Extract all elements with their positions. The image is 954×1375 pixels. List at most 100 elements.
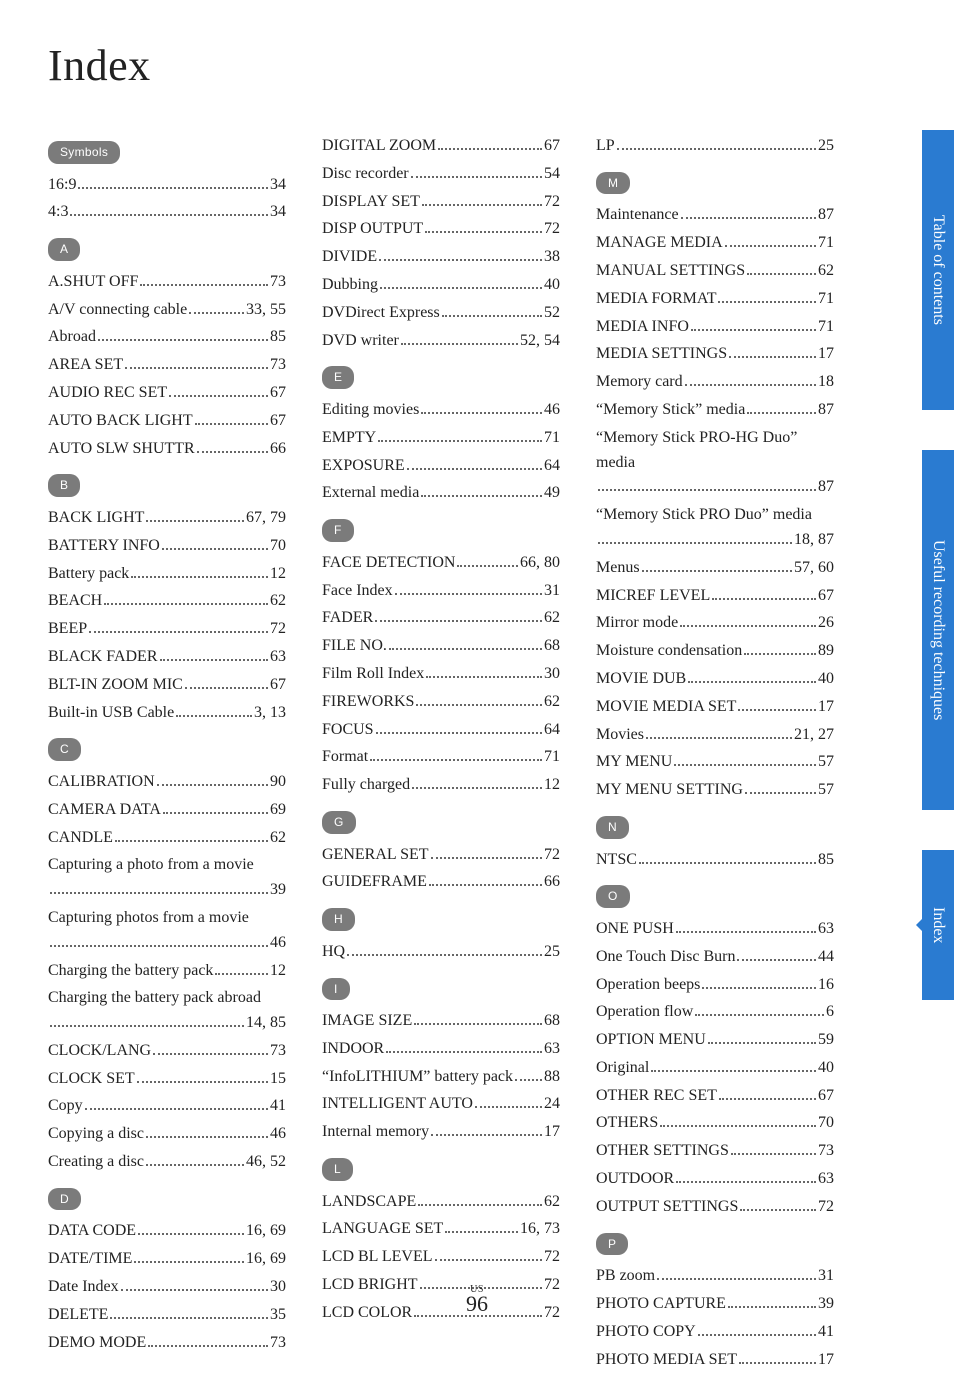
index-entry[interactable]: PB zoom31 [596,1264,834,1289]
index-entry[interactable]: BACK LIGHT67, 79 [48,506,286,531]
index-entry[interactable]: INDOOR63 [322,1037,560,1062]
index-entry[interactable]: FACE DETECTION66, 80 [322,551,560,576]
index-entry[interactable]: LCD BRIGHT72 [322,1273,560,1298]
index-entry[interactable]: PHOTO MEDIA SET17 [596,1348,834,1373]
index-entry[interactable]: Format71 [322,745,560,770]
index-entry[interactable]: Movies21, 27 [596,723,834,748]
index-entry[interactable]: LP25 [596,134,834,159]
index-entry[interactable]: CALIBRATION90 [48,770,286,795]
index-entry[interactable]: FIREWORKS62 [322,690,560,715]
index-entry[interactable]: Battery pack12 [48,562,286,587]
index-entry[interactable]: MANAGE MEDIA71 [596,231,834,256]
index-entry[interactable]: Operation beeps16 [596,973,834,998]
index-entry[interactable]: Film Roll Index30 [322,662,560,687]
index-entry[interactable]: AUDIO REC SET67 [48,381,286,406]
index-entry[interactable]: OPTION MENU59 [596,1028,834,1053]
index-entry[interactable]: DVDirect Express52 [322,301,560,326]
index-entry[interactable]: Mirror mode26 [596,611,834,636]
index-entry[interactable]: BATTERY INFO70 [48,534,286,559]
index-entry[interactable]: DIGITAL ZOOM67 [322,134,560,159]
index-entry[interactable]: INTELLIGENT AUTO24 [322,1092,560,1117]
index-entry[interactable]: 4:334 [48,200,286,225]
index-entry[interactable]: Creating a disc46, 52 [48,1150,286,1175]
index-entry[interactable]: BLT-IN ZOOM MIC67 [48,673,286,698]
index-entry[interactable]: NTSC85 [596,848,834,873]
index-entry[interactable]: Charging the battery pack abroad14, 85 [48,986,286,1036]
index-entry[interactable]: MOVIE DUB40 [596,667,834,692]
index-entry[interactable]: FOCUS64 [322,718,560,743]
index-entry[interactable]: Built-in USB Cable3, 13 [48,701,286,726]
index-entry[interactable]: Dubbing40 [322,273,560,298]
index-entry[interactable]: CLOCK/LANG73 [48,1039,286,1064]
index-entry[interactable]: MY MENU57 [596,750,834,775]
index-entry[interactable]: DVD writer52, 54 [322,329,560,354]
index-entry[interactable]: PHOTO CAPTURE39 [596,1292,834,1317]
index-entry[interactable]: GENERAL SET72 [322,843,560,868]
index-entry[interactable]: A.SHUT OFF73 [48,270,286,295]
index-entry[interactable]: MEDIA INFO71 [596,315,834,340]
index-entry[interactable]: CAMERA DATA69 [48,798,286,823]
index-entry[interactable]: Abroad85 [48,325,286,350]
index-entry[interactable]: A/V connecting cable33, 55 [48,298,286,323]
index-entry[interactable]: BLACK FADER63 [48,645,286,670]
index-entry[interactable]: MOVIE MEDIA SET17 [596,695,834,720]
index-entry[interactable]: DISPLAY SET72 [322,190,560,215]
index-entry[interactable]: Disc recorder54 [322,162,560,187]
index-entry[interactable]: Operation flow6 [596,1000,834,1025]
index-entry[interactable]: BEEP72 [48,617,286,642]
index-entry[interactable]: Fully charged12 [322,773,560,798]
index-entry[interactable]: AUTO BACK LIGHT67 [48,409,286,434]
index-entry[interactable]: OTHER REC SET67 [596,1084,834,1109]
index-entry[interactable]: IMAGE SIZE68 [322,1009,560,1034]
index-entry[interactable]: DELETE35 [48,1303,286,1328]
index-entry[interactable]: LANDSCAPE62 [322,1190,560,1215]
index-entry[interactable]: Internal memory17 [322,1120,560,1145]
index-entry[interactable]: MANUAL SETTINGS62 [596,259,834,284]
index-entry[interactable]: “InfoLITHIUM” battery pack88 [322,1065,560,1090]
index-entry[interactable]: ONE PUSH63 [596,917,834,942]
index-entry[interactable]: Menus57, 60 [596,556,834,581]
index-entry[interactable]: “Memory Stick PRO-HG Duo” media87 [596,426,834,500]
index-entry[interactable]: Date Index30 [48,1275,286,1300]
index-entry[interactable]: GUIDEFRAME66 [322,870,560,895]
index-entry[interactable]: OTHER SETTINGS73 [596,1139,834,1164]
index-entry[interactable]: Copy41 [48,1094,286,1119]
index-entry[interactable]: MEDIA FORMAT71 [596,287,834,312]
index-entry[interactable]: AREA SET73 [48,353,286,378]
index-entry[interactable]: LCD COLOR72 [322,1301,560,1326]
index-entry[interactable]: Charging the battery pack12 [48,959,286,984]
index-entry[interactable]: “Memory Stick PRO Duo” media18, 87 [596,503,834,553]
index-entry[interactable]: Maintenance87 [596,203,834,228]
index-entry[interactable]: DATA CODE16, 69 [48,1219,286,1244]
index-entry[interactable]: PHOTO COPY41 [596,1320,834,1345]
index-entry[interactable]: HQ25 [322,940,560,965]
side-tab[interactable]: Index [922,850,954,1000]
index-entry[interactable]: Capturing a photo from a movie39 [48,853,286,903]
index-entry[interactable]: LCD BL LEVEL72 [322,1245,560,1270]
index-entry[interactable]: AUTO SLW SHUTTR66 [48,437,286,462]
index-entry[interactable]: DEMO MODE73 [48,1331,286,1356]
index-entry[interactable]: MICREF LEVEL67 [596,584,834,609]
index-entry[interactable]: Memory card18 [596,370,834,395]
index-entry[interactable]: Moisture condensation89 [596,639,834,664]
index-entry[interactable]: Copying a disc46 [48,1122,286,1147]
index-entry[interactable]: OUTPUT SETTINGS72 [596,1195,834,1220]
index-entry[interactable]: CANDLE62 [48,826,286,851]
index-entry[interactable]: CLOCK SET15 [48,1067,286,1092]
index-entry[interactable]: One Touch Disc Burn44 [596,945,834,970]
index-entry[interactable]: Face Index31 [322,579,560,604]
index-entry[interactable]: External media49 [322,481,560,506]
index-entry[interactable]: 16:934 [48,173,286,198]
index-entry[interactable]: DIVIDE38 [322,245,560,270]
index-entry[interactable]: MY MENU SETTING57 [596,778,834,803]
index-entry[interactable]: DATE/TIME16, 69 [48,1247,286,1272]
index-entry[interactable]: EMPTY71 [322,426,560,451]
index-entry[interactable]: MEDIA SETTINGS17 [596,342,834,367]
index-entry[interactable]: “Memory Stick” media87 [596,398,834,423]
index-entry[interactable]: Capturing photos from a movie46 [48,906,286,956]
side-tab[interactable]: Useful recording techniques [922,450,954,810]
index-entry[interactable]: OUTDOOR63 [596,1167,834,1192]
index-entry[interactable]: BEACH62 [48,589,286,614]
index-entry[interactable]: EXPOSURE64 [322,454,560,479]
index-entry[interactable]: FILE NO.68 [322,634,560,659]
